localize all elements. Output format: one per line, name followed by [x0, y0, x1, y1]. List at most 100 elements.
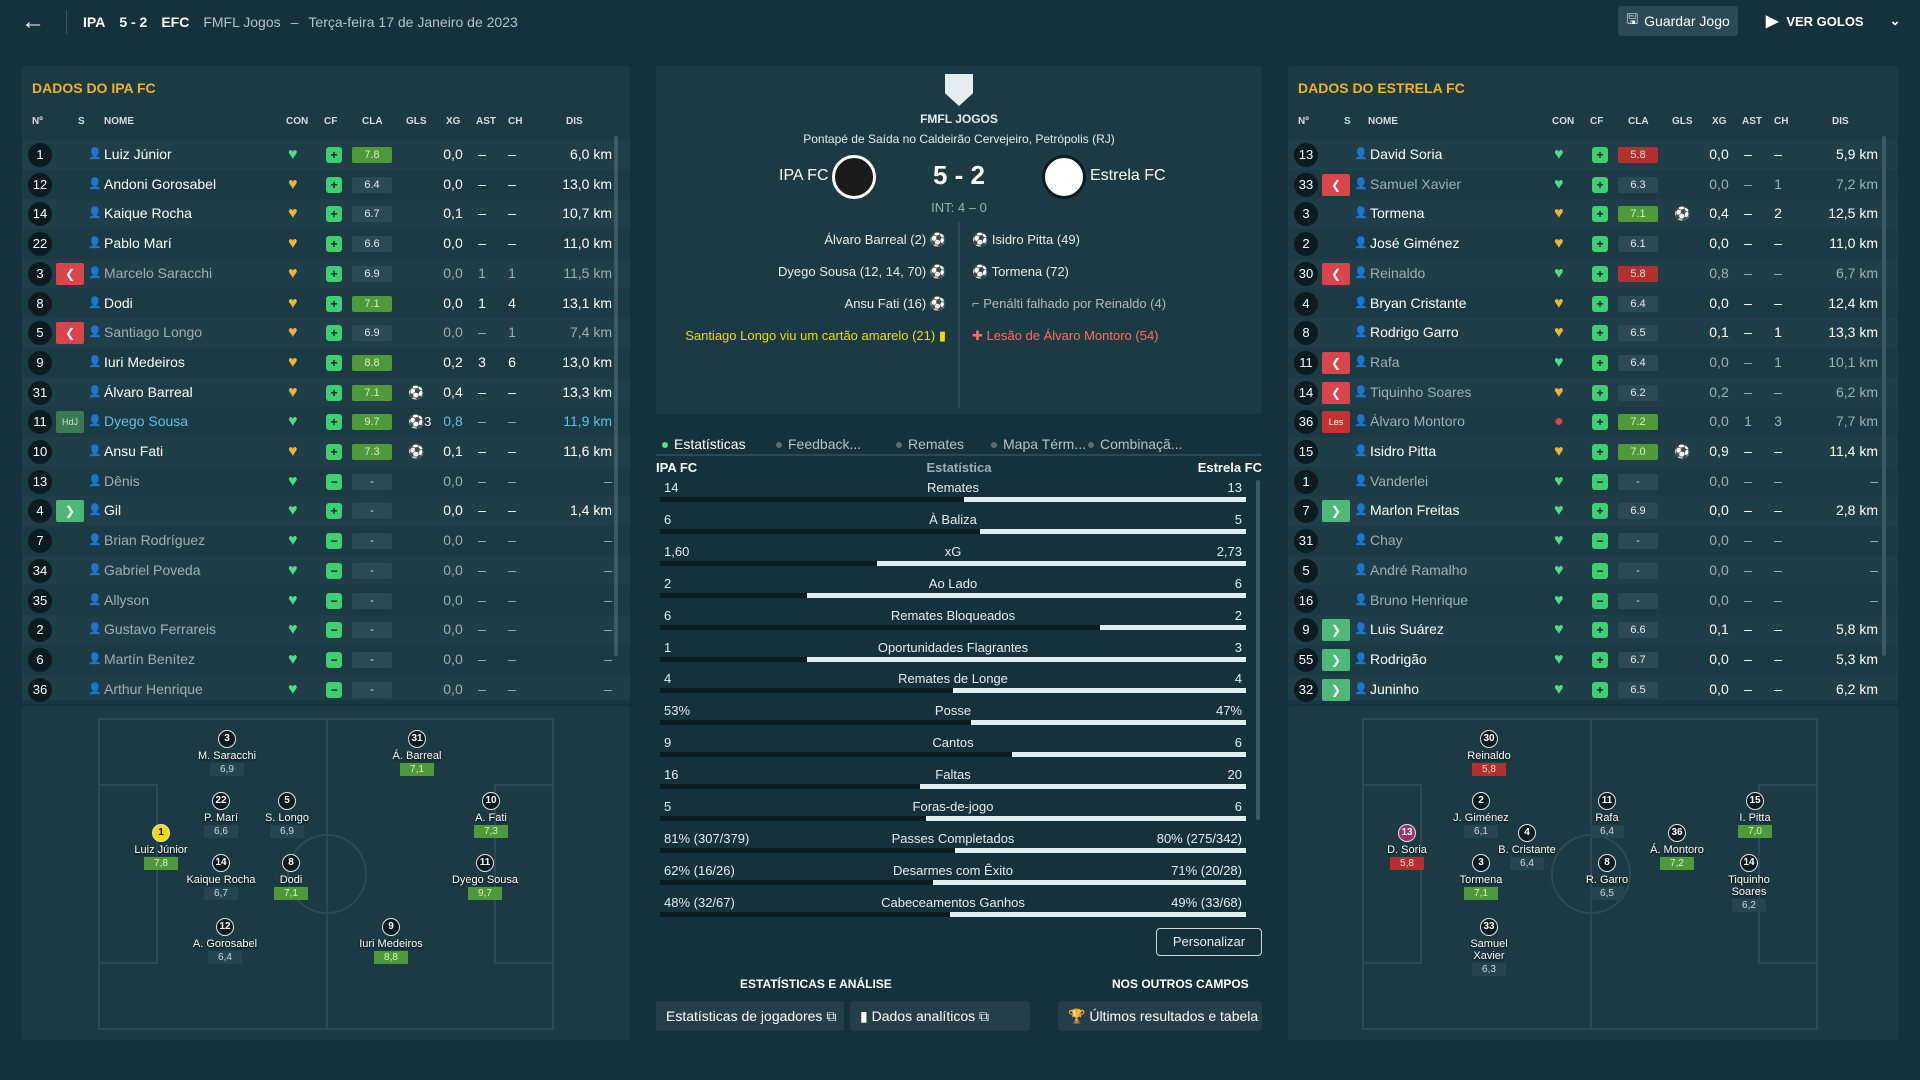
player-name[interactable]: Álvaro Montoro: [1370, 413, 1465, 430]
player-name[interactable]: Luiz Júnior: [104, 146, 172, 162]
pitch-player[interactable]: 14 Tiquinho Soares 6,2: [1714, 854, 1784, 912]
player-name[interactable]: Marlon Freitas: [1370, 502, 1460, 519]
player-row[interactable]: 11 ❮ 👤 Rafa ♥ +6.4 0,0– 1 10,1 km: [1288, 348, 1898, 378]
player-row[interactable]: 14 👤 Kaique Rocha ♥ +6.7 0,1– –10,7 km: [22, 199, 630, 229]
stats-scrollbar[interactable]: [1256, 480, 1260, 820]
pitch-player[interactable]: 22 P. Marí 6,6: [186, 792, 256, 838]
away-team-name[interactable]: Estrela FC: [1090, 167, 1166, 184]
player-row[interactable]: 16 👤 Bruno Henrique ♥ − -0,0– – –: [1288, 586, 1898, 616]
player-name[interactable]: Tormena: [1370, 205, 1425, 222]
tab[interactable]: Mapa Térm...: [991, 436, 1086, 452]
pitch-player[interactable]: 2 J. Giménez 6,1: [1446, 792, 1516, 838]
player-name[interactable]: Bruno Henrique: [1370, 591, 1469, 608]
col-gls[interactable]: GLS: [1672, 116, 1693, 127]
col-name[interactable]: NOME: [104, 116, 134, 127]
col-con[interactable]: CON: [1552, 116, 1575, 127]
player-name[interactable]: Rafa: [1370, 353, 1400, 370]
player-name[interactable]: Arthur Henrique: [104, 680, 203, 697]
player-name[interactable]: Iuri Medeiros: [104, 353, 185, 370]
player-name[interactable]: André Ramalho: [1370, 561, 1468, 578]
player-name[interactable]: Allyson: [104, 591, 150, 608]
player-name[interactable]: Samuel Xavier: [1370, 175, 1462, 192]
col-no[interactable]: Nº: [1298, 116, 1309, 127]
pitch-player[interactable]: 10 A. Fati 7,3: [456, 792, 526, 838]
pitch-player[interactable]: 31 Á. Barreal 7,1: [382, 730, 452, 776]
pitch-player[interactable]: 36 Á. Montoro 7,2: [1642, 824, 1712, 870]
player-row[interactable]: 9 👤 Iuri Medeiros ♥ +8.8 0,2 3 6 13,0 km: [22, 348, 630, 378]
view-goals-button[interactable]: ▶ VER GOLOS ⌄: [1766, 6, 1901, 36]
home-scrollbar[interactable]: [614, 136, 618, 656]
col-ch[interactable]: CH: [1774, 116, 1789, 127]
pitch-player[interactable]: 9 Iuri Medeiros 8,8: [356, 918, 426, 964]
player-name[interactable]: José Giménez: [1370, 235, 1460, 252]
pitch-player[interactable]: 3 Tormena 7,1: [1446, 854, 1516, 900]
analytics-link[interactable]: ▮ Dados analíticos ⧉: [850, 1001, 1030, 1031]
player-name[interactable]: Álvaro Barreal: [104, 383, 193, 400]
player-row[interactable]: 32 ❯ 👤 Juninho ♥ +6.5 0,0– –6,2 km: [1288, 675, 1898, 705]
player-row[interactable]: 7 ❯ 👤 Marlon Freitas ♥ +6.9 0,0– –2,8 km: [1288, 496, 1898, 526]
home-team-name[interactable]: IPA FC: [779, 167, 829, 184]
pitch-player[interactable]: 30 Reinaldo 5,8: [1454, 730, 1524, 776]
player-row[interactable]: 3 ❮ 👤 Marcelo Saracchi ♥ +6.9 0,0 1 1 11,5 km: [22, 259, 630, 289]
player-row[interactable]: 35 👤 Allyson ♥ − -0,0– – –: [22, 586, 630, 616]
pitch-player[interactable]: 5 S. Longo 6,9: [252, 792, 322, 838]
save-match-button[interactable]: 🖫 Guardar Jogo: [1618, 6, 1738, 36]
pitch-player[interactable]: 33 Samuel Xavier 6,3: [1454, 918, 1524, 976]
pitch-player[interactable]: 4 B. Cristante 6,4: [1492, 824, 1562, 870]
player-row[interactable]: 22 👤 Pablo Marí ♥ +6.6 0,0– –11,0 km: [22, 229, 630, 259]
player-stats-link[interactable]: Estatísticas de jogadores ⧉: [656, 1001, 844, 1031]
player-name[interactable]: Dodi: [104, 294, 133, 311]
player-name[interactable]: Pablo Marí: [104, 235, 172, 252]
player-row[interactable]: 4 👤 Bryan Cristante ♥ +6.4 0,0– –12,4 km: [1288, 289, 1898, 319]
player-row[interactable]: 7 👤 Brian Rodríguez ♥ − -0,0– – –: [22, 526, 630, 556]
player-name[interactable]: Rodrigo Garro: [1370, 324, 1459, 341]
player-name[interactable]: Gabriel Poveda: [104, 561, 201, 578]
back-arrow-icon[interactable]: ←: [21, 8, 45, 35]
col-ch[interactable]: CH: [508, 116, 523, 127]
col-gls[interactable]: GLS: [406, 116, 427, 127]
tab[interactable]: Combinaçã...: [1088, 436, 1182, 452]
pitch-player[interactable]: 15 I. Pitta 7,0: [1720, 792, 1790, 838]
player-name[interactable]: Reinaldo: [1370, 264, 1426, 281]
col-con[interactable]: CON: [286, 116, 309, 127]
player-name[interactable]: Gil: [104, 502, 122, 519]
col-cf[interactable]: CF: [324, 116, 338, 127]
pitch-player[interactable]: 13 D. Soria 5,8: [1372, 824, 1442, 870]
player-row[interactable]: 36 Les 👤 Álvaro Montoro ● +7.2 0,0 1 3 7,7 km: [1288, 407, 1898, 437]
player-row[interactable]: 14 ❮ 👤 Tiquinho Soares ♥ +6.2 0,2– –6,2 km: [1288, 378, 1898, 408]
col-ast[interactable]: AST: [1742, 116, 1762, 127]
player-row[interactable]: 30 ❮ 👤 Reinaldo ♥ +5.8 0,8– –6,7 km: [1288, 259, 1898, 289]
player-row[interactable]: 8 👤 Rodrigo Garro ♥ +6.5 0,1– 1 13,3 km: [1288, 318, 1898, 348]
player-row[interactable]: 8 👤 Dodi ♥ +7.1 0,0 1 4 13,1 km: [22, 289, 630, 319]
player-row[interactable]: 1 👤 Luiz Júnior ♥ +7.8 0,0– –6,0 km: [22, 140, 630, 170]
pitch-player[interactable]: 11 Dyego Sousa 9,7: [450, 854, 520, 900]
col-xg[interactable]: XG: [1712, 116, 1727, 127]
customize-button[interactable]: Personalizar: [1156, 928, 1262, 956]
player-row[interactable]: 13 👤 Dênis ♥ − -0,0– – –: [22, 467, 630, 497]
player-name[interactable]: Kaique Rocha: [104, 205, 192, 222]
pitch-player[interactable]: 11 Rafa 6,4: [1572, 792, 1642, 838]
col-name[interactable]: NOME: [1368, 116, 1398, 127]
player-row[interactable]: 10 👤 Ansu Fati ♥ +7.3 ⚽ 0,1– –11,6 km: [22, 437, 630, 467]
col-no[interactable]: Nº: [32, 116, 43, 127]
player-row[interactable]: 9 ❯ 👤 Luis Suárez ♥ +6.6 0,1– –5,8 km: [1288, 615, 1898, 645]
col-dis[interactable]: DIS: [1832, 116, 1849, 127]
col-s[interactable]: S: [1344, 116, 1351, 127]
col-ast[interactable]: AST: [476, 116, 496, 127]
player-row[interactable]: 33 ❮ 👤 Samuel Xavier ♥ +6.3 0,0– 1 7,2 km: [1288, 170, 1898, 200]
player-name[interactable]: Tiquinho Soares: [1370, 383, 1472, 400]
player-row[interactable]: 3 👤 Tormena ♥ +7.1 ⚽ 0,4– 2 12,5 km: [1288, 199, 1898, 229]
col-cf[interactable]: CF: [1590, 116, 1604, 127]
pitch-player[interactable]: 8 Dodi 7,1: [256, 854, 326, 900]
player-row[interactable]: 34 👤 Gabriel Poveda ♥ − -0,0– – –: [22, 556, 630, 586]
player-name[interactable]: Dyego Sousa: [104, 413, 189, 430]
col-xg[interactable]: XG: [446, 116, 461, 127]
player-row[interactable]: 6 👤 Martín Benítez ♥ − -0,0– – –: [22, 645, 630, 675]
pitch-player[interactable]: 14 Kaique Rocha 6,7: [186, 854, 256, 900]
competition-link[interactable]: FMFL Jogos: [203, 14, 281, 30]
player-row[interactable]: 31 👤 Álvaro Barreal ♥ +7.1 ⚽ 0,4– –13,3 km: [22, 378, 630, 408]
tab[interactable]: Estatísticas: [662, 436, 746, 452]
player-name[interactable]: Vanderlei: [1370, 472, 1429, 489]
player-row[interactable]: 1 👤 Vanderlei ♥ − -0,0– – –: [1288, 467, 1898, 497]
pitch-player[interactable]: 8 R. Garro 6,5: [1572, 854, 1642, 900]
